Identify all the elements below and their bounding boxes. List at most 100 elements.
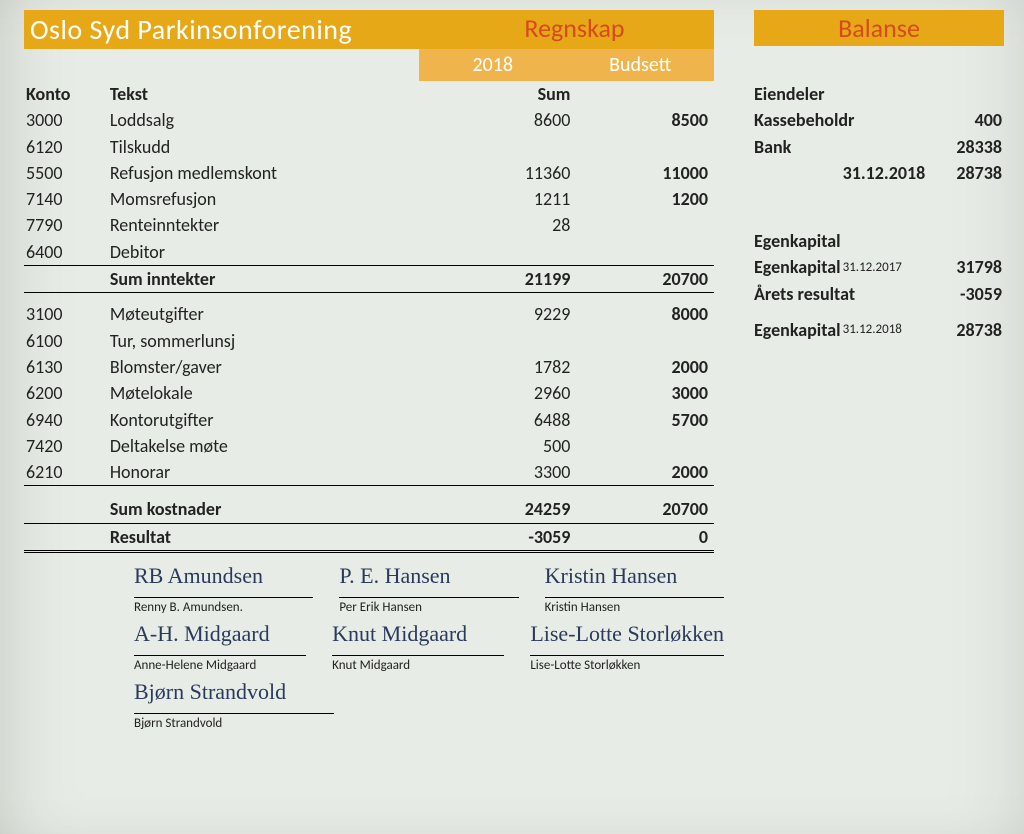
- page: Oslo Syd Parkinsonforening Regnskap 2018…: [0, 0, 1024, 834]
- cell-konto: 5500: [24, 160, 108, 186]
- table-row: 6210Honorar33002000: [24, 459, 714, 486]
- result-label: Resultat: [108, 523, 439, 551]
- hdr-konto: Konto: [24, 81, 108, 107]
- cell-konto: 6210: [24, 459, 108, 486]
- signature-script: Knut Midgaard: [332, 623, 504, 656]
- signature-row: Bjørn Strandvold Bjørn Strandvold: [134, 681, 334, 731]
- cell-sum: 2960: [439, 380, 577, 406]
- table-row: 6100Tur, sommerlunsj: [24, 328, 714, 354]
- cell-sum: 6488: [439, 407, 577, 433]
- cell-bud: [576, 212, 714, 238]
- signature-script: Bjørn Strandvold: [134, 681, 334, 714]
- income-total-sum: 21199: [439, 266, 577, 293]
- cell-tekst: Deltakelse møte: [108, 433, 439, 459]
- result-bud: 0: [576, 523, 714, 551]
- cell-tekst: Kontorutgifter: [108, 407, 439, 433]
- cell-tekst: Loddsalg: [108, 107, 439, 133]
- cell-konto: 3100: [24, 301, 108, 327]
- signature-name: Knut Midgaard: [332, 658, 504, 673]
- signature-name: Lise-Lotte Storløkken: [530, 658, 724, 673]
- cell-konto: 3000: [24, 107, 108, 133]
- col-budget: Budsett: [567, 49, 715, 81]
- signature: Knut Midgaard Knut Midgaard: [332, 623, 504, 673]
- cell-bud: [576, 328, 714, 354]
- cell-tekst: Honorar: [108, 459, 439, 486]
- signature-name: Bjørn Strandvold: [134, 716, 334, 731]
- cell-tekst: Møtelokale: [108, 380, 439, 406]
- balance-panel: Eiendeler Kassebeholdr 400 Bank 28338 31…: [754, 81, 1004, 731]
- cell-konto: 6200: [24, 380, 108, 406]
- balance-row: 31.12.2018 28738: [754, 160, 1004, 186]
- balance-row: Årets resultat -3059: [754, 281, 1004, 307]
- cell-sum: 8600: [439, 107, 577, 133]
- regnskap-title: Regnskap: [435, 10, 714, 49]
- table-row: 6940Kontorutgifter64885700: [24, 407, 714, 433]
- signature-script: Kristin Hansen: [545, 565, 724, 598]
- signatures: RB Amundsen Renny B. Amundsen. P. E. Hanse…: [134, 565, 724, 731]
- balance-row: Kassebeholdr 400: [754, 107, 1004, 133]
- income-total-row: Sum inntekter 21199 20700: [24, 266, 714, 293]
- cell-konto: 6100: [24, 328, 108, 354]
- cell-bud: [576, 239, 714, 266]
- cell-konto: 7790: [24, 212, 108, 238]
- cell-konto: 7140: [24, 186, 108, 212]
- cell-tekst: Blomster/gaver: [108, 354, 439, 380]
- cell-bud: 8000: [576, 301, 714, 327]
- signature-script: RB Amundsen: [134, 565, 313, 598]
- cell-bud: 2000: [576, 459, 714, 486]
- cell-bud: 11000: [576, 160, 714, 186]
- table-row: 3000Loddsalg86008500: [24, 107, 714, 133]
- table-row: 7790Renteinntekter28: [24, 212, 714, 238]
- balance-row: Egenkapital 31.12.2018 28738: [754, 317, 1004, 343]
- cell-tekst: Tilskudd: [108, 134, 439, 160]
- signature: Bjørn Strandvold Bjørn Strandvold: [134, 681, 334, 731]
- cell-konto: 6130: [24, 354, 108, 380]
- cell-bud: 5700: [576, 407, 714, 433]
- signature-row: A-H. MidgaardAnne-Helene Midgaard Knut Mi…: [134, 623, 724, 673]
- signature-name: Renny B. Amundsen.: [134, 600, 313, 615]
- table-row: 6200Møtelokale29603000: [24, 380, 714, 406]
- col-year: 2018: [419, 49, 567, 81]
- balance-row: Bank 28338: [754, 134, 1004, 160]
- signature: RB Amundsen Renny B. Amundsen.: [134, 565, 313, 615]
- table-row: 6120Tilskudd: [24, 134, 714, 160]
- table-row: 6130Blomster/gaver17822000: [24, 354, 714, 380]
- cell-bud: 1200: [576, 186, 714, 212]
- balanse-title: Balanse: [754, 10, 1004, 46]
- signature-name: Per Erik Hansen: [339, 600, 518, 615]
- cell-sum: 1211: [439, 186, 577, 212]
- cell-sum: 1782: [439, 354, 577, 380]
- expense-total-sum: 24259: [439, 496, 577, 523]
- cell-sum: 3300: [439, 459, 577, 486]
- table-header: Konto Tekst Sum: [24, 81, 714, 107]
- cell-sum: 500: [439, 433, 577, 459]
- result-row: Resultat -3059 0: [24, 523, 714, 551]
- main-layout: Konto Tekst Sum 3000Loddsalg860085006120…: [24, 81, 1004, 731]
- cell-tekst: Debitor: [108, 239, 439, 266]
- table-row: 3100Møteutgifter92298000: [24, 301, 714, 327]
- cell-tekst: Renteinntekter: [108, 212, 439, 238]
- cell-konto: 6400: [24, 239, 108, 266]
- cell-bud: 8500: [576, 107, 714, 133]
- expense-total-row: Sum kostnader 24259 20700: [24, 496, 714, 523]
- hdr-tekst: Tekst: [108, 81, 439, 107]
- signature: P. E. Hansen Per Erik Hansen: [339, 565, 518, 615]
- org-title: Oslo Syd Parkinsonforening: [24, 10, 435, 49]
- signature: A-H. MidgaardAnne-Helene Midgaard: [134, 623, 306, 673]
- balance-table: Eiendeler Kassebeholdr 400 Bank 28338 31…: [754, 81, 1004, 343]
- signature: Kristin Hansen Kristin Hansen: [545, 565, 724, 615]
- income-total-label: Sum inntekter: [108, 266, 439, 293]
- signature-name: Kristin Hansen: [545, 600, 724, 615]
- cell-tekst: Momsrefusjon: [108, 186, 439, 212]
- egenkap-title: Egenkapital: [754, 228, 1004, 254]
- cell-sum: [439, 239, 577, 266]
- signature: Lise-Lotte StorløkkenLise-Lotte Storløkk…: [530, 623, 724, 673]
- cell-konto: 6120: [24, 134, 108, 160]
- signature-script: P. E. Hansen: [339, 565, 518, 598]
- cell-bud: [576, 134, 714, 160]
- table-row: 6400Debitor: [24, 239, 714, 266]
- cell-bud: 3000: [576, 380, 714, 406]
- cell-sum: 9229: [439, 301, 577, 327]
- balance-row: Egenkapital 31.12.2017 31798: [754, 254, 1004, 280]
- cell-sum: 28: [439, 212, 577, 238]
